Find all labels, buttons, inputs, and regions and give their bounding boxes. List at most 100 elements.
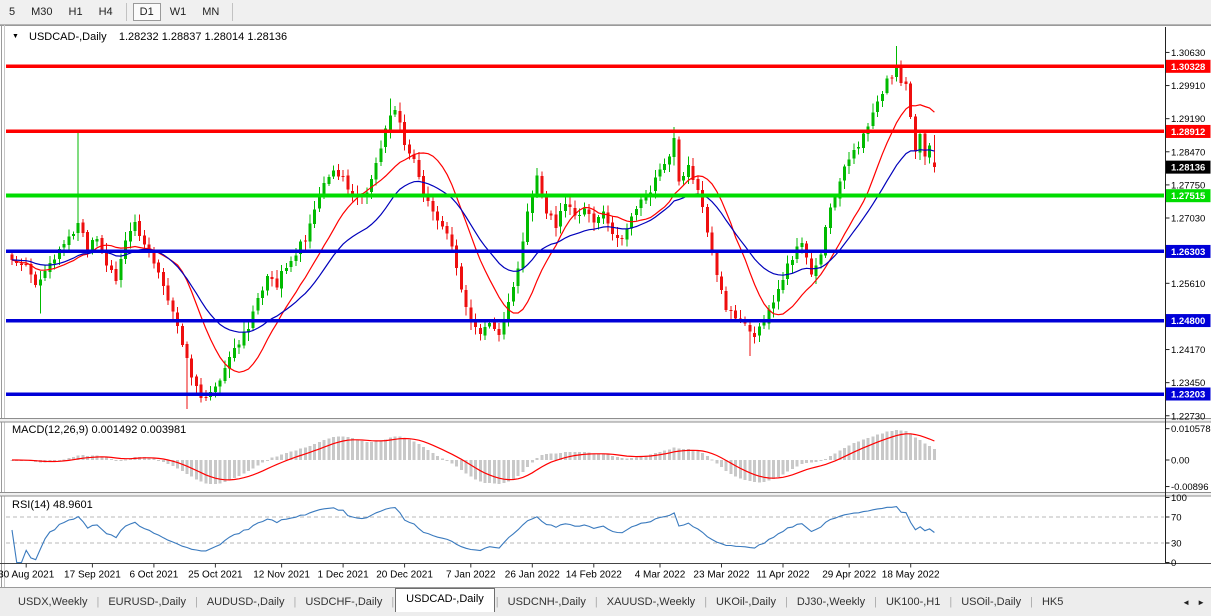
price-badge <box>1166 314 1211 328</box>
macd-bar <box>701 453 705 460</box>
candle-body <box>521 241 525 269</box>
macd-bar <box>284 453 288 460</box>
timeframe-button-w1[interactable]: W1 <box>169 6 187 18</box>
candle-body <box>838 181 842 199</box>
macd-bar <box>355 439 359 460</box>
time-tick-label: 26 Jan 2022 <box>505 570 560 581</box>
chart-tab-uk100-h1[interactable]: UK100-,H1 <box>885 596 941 608</box>
macd-bar <box>109 458 113 460</box>
candle-body <box>332 170 336 177</box>
macd-bar <box>824 458 828 460</box>
macd-bar <box>800 460 804 464</box>
timeframe-button-h4[interactable]: H4 <box>98 6 113 18</box>
chart-tab-usdx-weekly[interactable]: USDX,Weekly <box>18 596 88 608</box>
candle-body <box>587 209 591 215</box>
macd-bar <box>213 460 217 485</box>
time-tick-label: 23 Mar 2022 <box>693 570 750 581</box>
price-badge <box>1166 124 1211 138</box>
timeframe-button-mn[interactable]: MN <box>202 6 220 18</box>
chart-tab-usdchf-daily[interactable]: USDCHF-,Daily <box>305 596 383 608</box>
macd-bar <box>790 460 794 470</box>
macd-bar <box>114 460 118 461</box>
macd-bar <box>861 439 865 460</box>
macd-bar <box>918 440 922 460</box>
macd-bar <box>247 460 250 472</box>
candle-body <box>147 244 151 252</box>
price-badge-label: 1.26303 <box>1171 247 1205 258</box>
macd-bar <box>204 460 208 484</box>
macd-bar <box>403 437 407 460</box>
candle-body <box>180 325 184 345</box>
chart-tab-dj30-weekly[interactable]: DJ30-,Weekly <box>796 596 866 608</box>
macd-bar <box>620 458 624 460</box>
candle-body <box>237 344 241 348</box>
chart-tab-usoil-daily[interactable]: USOil-,Daily <box>961 596 1022 608</box>
timeframe-button-h1[interactable]: H1 <box>68 6 83 18</box>
candle-body <box>299 241 303 255</box>
panel-splitter[interactable] <box>0 492 1211 496</box>
time-tick-label: 12 Nov 2021 <box>253 570 310 581</box>
chart-tab-ukoil-daily[interactable]: UKOil-,Daily <box>716 596 776 608</box>
chart-tab-usdcnh-daily[interactable]: USDCNH-,Daily <box>507 596 586 608</box>
candle-body <box>119 258 123 280</box>
macd-tick-label: 0.00 <box>1171 456 1190 467</box>
candle-body <box>100 238 104 252</box>
candle-body <box>105 250 109 266</box>
candle-body <box>814 265 818 276</box>
price-badge-label: 1.27515 <box>1171 191 1206 202</box>
macd-tick-label: -0.00896 <box>1171 482 1209 493</box>
macd-bar <box>412 441 416 460</box>
macd-bar <box>474 460 478 480</box>
chart-tab-usdcad-daily[interactable]: USDCAD-,Daily <box>395 588 495 612</box>
rsi-tick-label: 0 <box>1171 558 1176 569</box>
candle-body <box>672 138 676 158</box>
macd-bar <box>199 460 203 482</box>
candle-body <box>644 196 648 201</box>
candle-body <box>190 358 194 378</box>
macd-bar <box>157 460 161 461</box>
macd-bar <box>280 454 284 460</box>
macd-bar <box>445 460 449 461</box>
candle-body <box>852 149 856 159</box>
price-tick-label: 1.29910 <box>1171 81 1205 92</box>
macd-bar <box>265 459 269 461</box>
macd-bar <box>597 453 601 460</box>
macd-bar <box>516 460 520 476</box>
macd-bar <box>483 460 487 483</box>
time-tick-label: 11 Apr 2022 <box>756 570 810 581</box>
macd-bar <box>540 455 544 460</box>
candle-body <box>109 265 113 270</box>
macd-bar <box>686 448 690 460</box>
tab-scroll-left-icon[interactable]: ◄ <box>1182 597 1191 607</box>
candle-body <box>436 211 440 221</box>
macd-bar <box>710 459 714 461</box>
macd-bar <box>365 441 369 460</box>
panel-splitter[interactable] <box>0 418 1211 422</box>
chart-tab-xauusd-weekly[interactable]: XAUUSD-,Weekly <box>606 596 696 608</box>
chart-background[interactable] <box>0 25 1211 587</box>
price-badge-label: 1.23203 <box>1171 390 1205 401</box>
macd-bar <box>497 460 501 484</box>
chart-tab-eurusd-daily[interactable]: EURUSD-,Daily <box>108 596 186 608</box>
macd-bar <box>748 460 752 482</box>
macd-bar <box>185 460 189 474</box>
timeframe-button-d1[interactable]: D1 <box>132 3 161 21</box>
price-badge-label: 1.28136 <box>1171 163 1205 174</box>
macd-bar <box>526 460 530 468</box>
chart-tab-hk5[interactable]: HK5 <box>1041 596 1064 608</box>
tab-scroll-right-icon[interactable]: ► <box>1197 597 1205 607</box>
time-tick-label: 4 Mar 2022 <box>635 570 686 581</box>
timeframe-button-m30[interactable]: M30 <box>31 6 53 18</box>
candle-body <box>185 344 189 359</box>
candle-body <box>327 176 331 185</box>
time-tick-label: 6 Oct 2021 <box>129 570 178 581</box>
chart-tab-audusd-daily[interactable]: AUDUSD-,Daily <box>206 596 285 608</box>
candle-body <box>194 376 198 386</box>
timeframe-button-5[interactable]: 5 <box>9 6 16 18</box>
candle-body <box>899 67 903 83</box>
candle-body <box>90 240 94 251</box>
candle-body <box>284 267 288 272</box>
price-tick-label: 1.30630 <box>1171 48 1205 59</box>
macd-bar <box>667 449 671 460</box>
